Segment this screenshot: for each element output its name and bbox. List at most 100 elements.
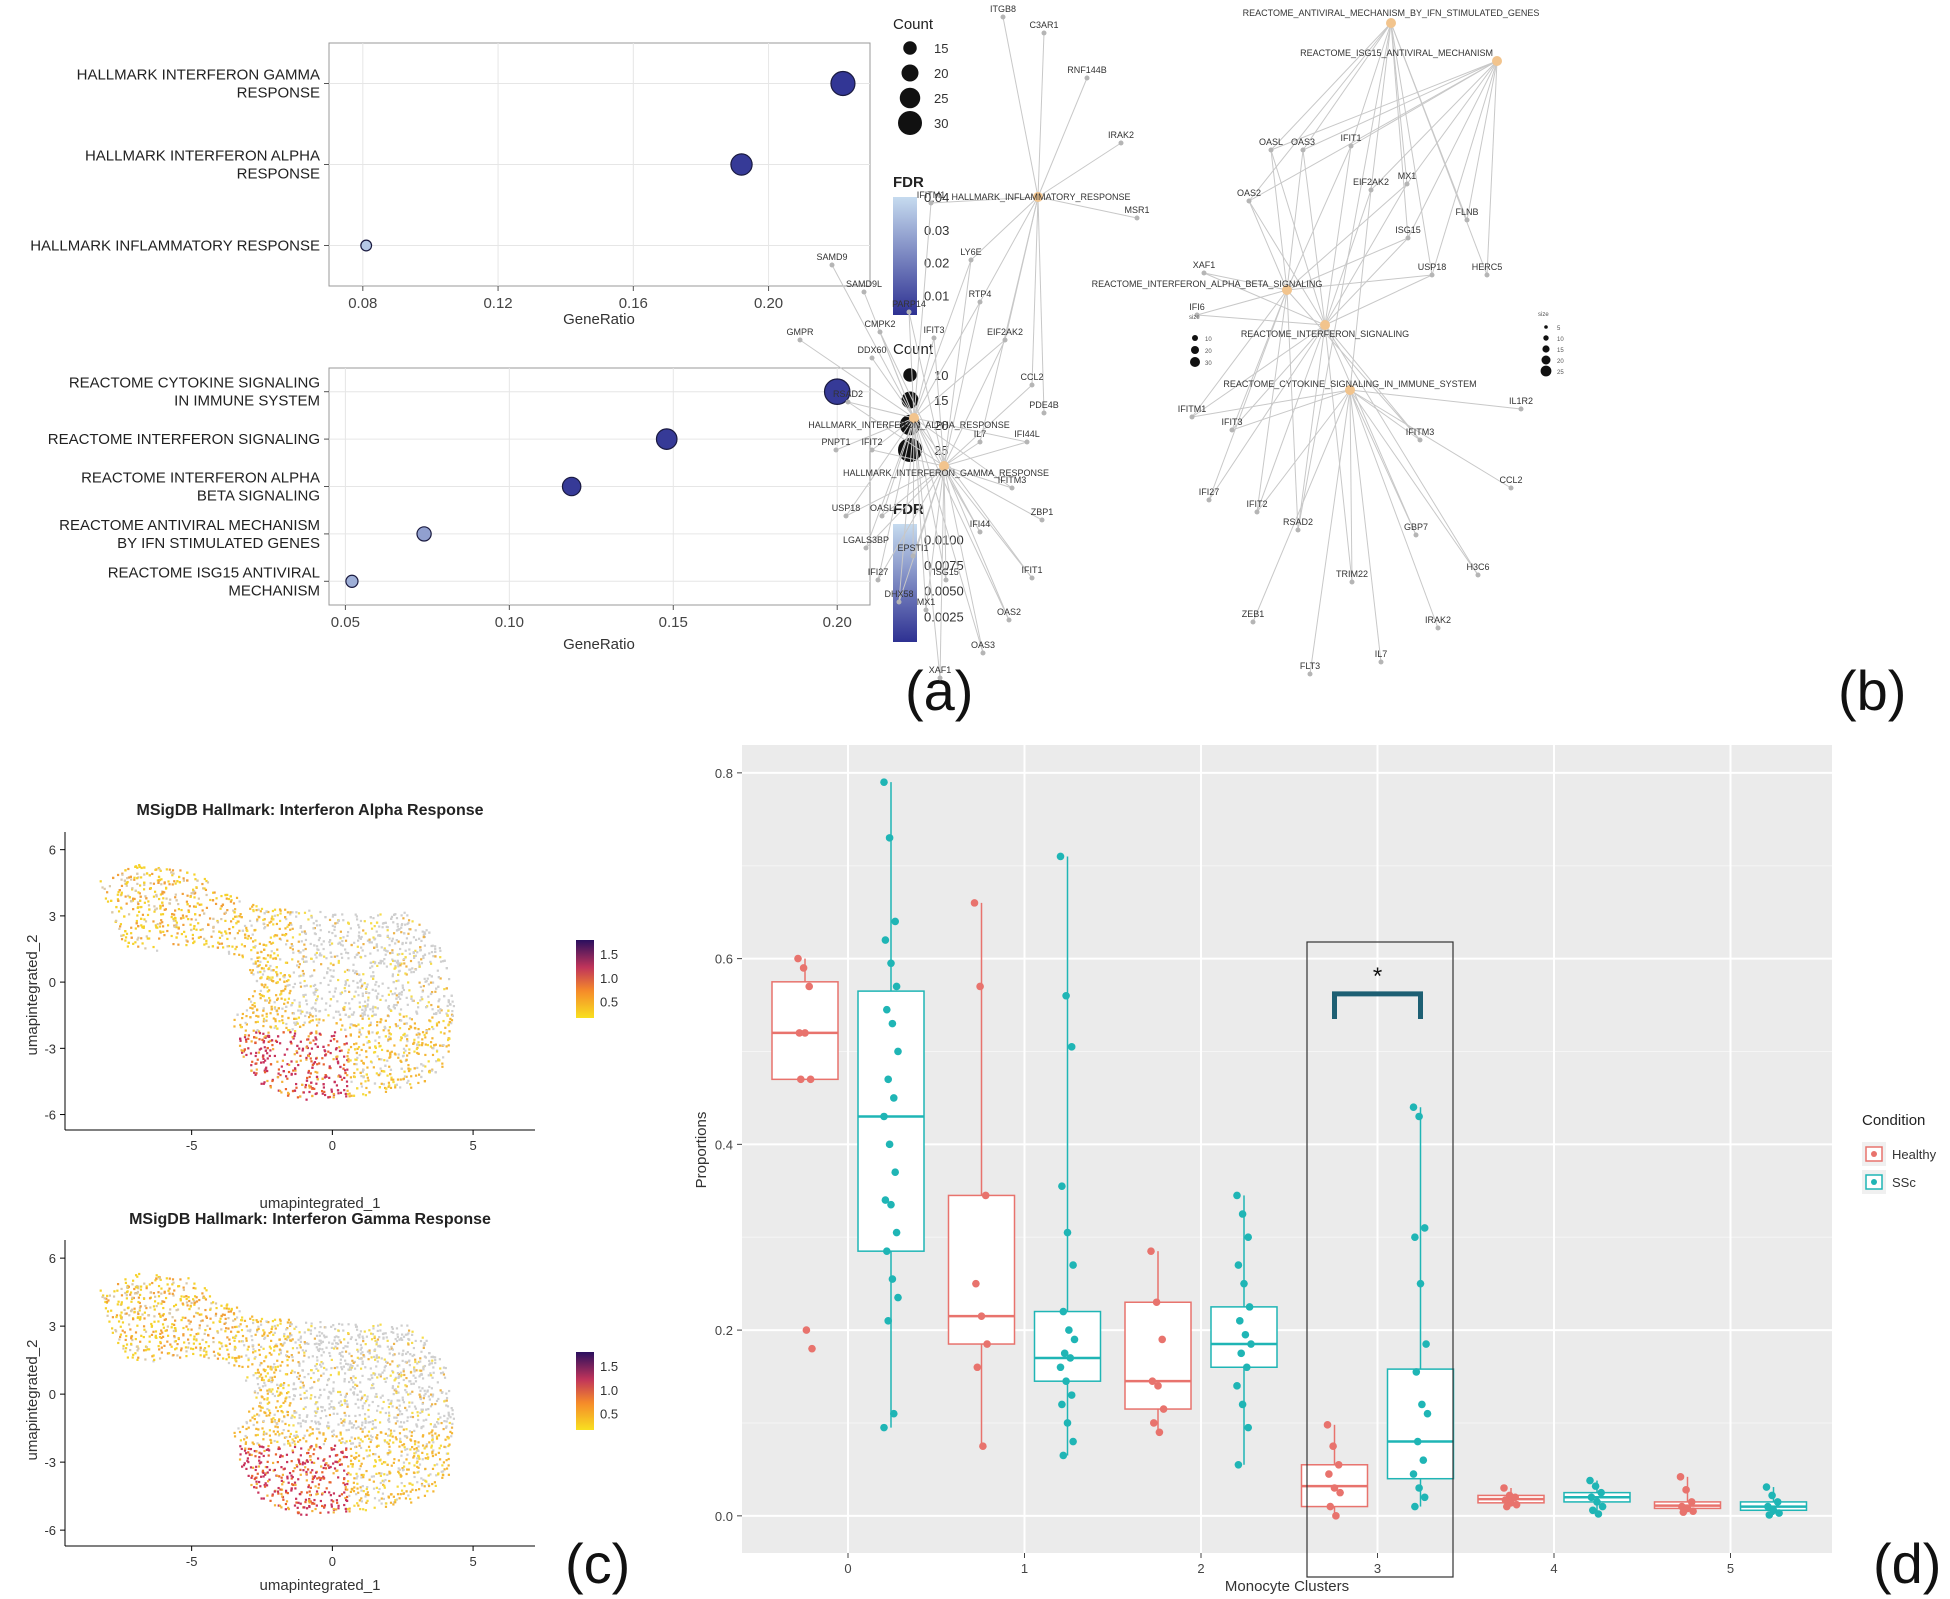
c2-cell	[175, 1309, 178, 1312]
c1-cell	[149, 882, 152, 885]
c1-cell	[233, 915, 237, 918]
c1-cell	[277, 1072, 280, 1075]
c2-cell	[268, 1409, 271, 1412]
b2-edge	[1191, 289, 1288, 418]
c2-cell	[419, 1411, 422, 1415]
c1-cell	[243, 1036, 247, 1039]
c1-cell	[412, 1042, 415, 1045]
c2-cell	[313, 1448, 316, 1451]
c2-cell	[323, 1490, 327, 1494]
c1-cell	[199, 935, 202, 939]
c1-cell	[153, 910, 156, 913]
c2-cell	[368, 1437, 371, 1440]
c2-cell	[227, 1361, 231, 1365]
c1-cell	[373, 1013, 376, 1016]
c1-cell	[389, 990, 392, 993]
c1-cell	[438, 1044, 442, 1047]
c1-cell	[277, 1089, 280, 1092]
c2-cell	[348, 1422, 351, 1425]
c1-colorbar	[576, 940, 594, 1018]
b2-gene-label: IL1R2	[1509, 396, 1533, 406]
c2-cell	[348, 1507, 351, 1510]
c2-cell	[256, 1320, 260, 1324]
c1-cell	[239, 1026, 243, 1029]
c2-cell	[402, 1349, 405, 1352]
c1-cell	[255, 1051, 258, 1055]
c2-cell	[414, 1380, 418, 1383]
c1-cell	[365, 1086, 368, 1090]
c1-cell	[136, 914, 139, 917]
c2-cell	[315, 1427, 318, 1430]
b1-gene-node	[1002, 337, 1008, 343]
c1-cell	[287, 1016, 290, 1020]
c2-cell	[222, 1357, 225, 1360]
c1-cell	[310, 916, 313, 919]
c1-cell	[380, 1018, 383, 1021]
c2-cell	[339, 1358, 342, 1361]
c1-cell	[417, 1027, 420, 1031]
b1-gene-node	[875, 577, 881, 583]
c2-cell	[272, 1469, 275, 1472]
c2-cell	[126, 1284, 129, 1288]
c2-cell	[254, 1468, 257, 1472]
c2-cell	[368, 1329, 371, 1332]
c2-cell	[361, 1430, 364, 1433]
c1-cell	[271, 1043, 274, 1047]
c1-cell	[399, 964, 402, 967]
c1-cell	[335, 1057, 338, 1061]
c2-cell	[258, 1386, 261, 1390]
c2-cell	[349, 1337, 352, 1341]
c1-cell	[268, 978, 271, 981]
c1-cell	[139, 895, 142, 898]
c1-cell	[451, 1014, 454, 1017]
b2-size-legend-right-title: size	[1538, 312, 1549, 318]
c1-cell	[391, 951, 394, 954]
c1-cell	[279, 912, 282, 915]
c1-cell	[327, 1050, 330, 1053]
c1-cell	[386, 929, 389, 932]
c2-cell	[367, 1493, 370, 1497]
c1-cell	[252, 908, 255, 912]
c1-cell	[268, 941, 271, 944]
c2-cell	[346, 1473, 349, 1476]
c1-cell	[402, 1015, 405, 1018]
c1-cell	[428, 931, 431, 934]
c2-cell	[257, 1491, 260, 1494]
c2-cell	[145, 1285, 148, 1288]
c1-cell	[314, 1007, 317, 1011]
c1-cell	[331, 924, 334, 927]
c1-cell	[285, 918, 288, 921]
c2-cell	[290, 1416, 293, 1420]
c1-cell	[360, 1074, 363, 1078]
c1-cell	[262, 967, 265, 970]
c2-cell	[357, 1454, 361, 1457]
c1-cell	[400, 923, 403, 927]
c1-cell	[163, 908, 166, 911]
c1-cell	[262, 922, 265, 925]
c1-cell	[357, 923, 360, 927]
c1-cell	[126, 877, 129, 880]
c2-cell	[270, 1330, 273, 1334]
c1-cell	[266, 990, 269, 993]
c2-cell	[126, 1356, 129, 1359]
c2-cell	[446, 1452, 450, 1455]
c2-ytick-label: -6	[44, 1523, 56, 1538]
c2-cell	[174, 1348, 177, 1351]
b1-edge	[979, 196, 1039, 303]
c1-cell	[126, 880, 129, 884]
c2-cell	[301, 1349, 304, 1352]
b1-edge	[943, 259, 972, 467]
c2-cell	[252, 1321, 255, 1325]
c1-cell	[283, 980, 286, 983]
c2-cell	[427, 1374, 430, 1377]
c2-cell	[450, 1432, 454, 1435]
c1-cell	[315, 919, 318, 923]
c1-cell	[137, 902, 140, 906]
c1-cell	[279, 1073, 282, 1077]
c2-cell	[396, 1364, 399, 1367]
c2-cell	[285, 1453, 289, 1456]
c1-cell	[305, 960, 308, 963]
c2-cell	[428, 1398, 431, 1401]
c1-cell	[255, 1009, 259, 1012]
b1-edge	[943, 465, 1033, 579]
